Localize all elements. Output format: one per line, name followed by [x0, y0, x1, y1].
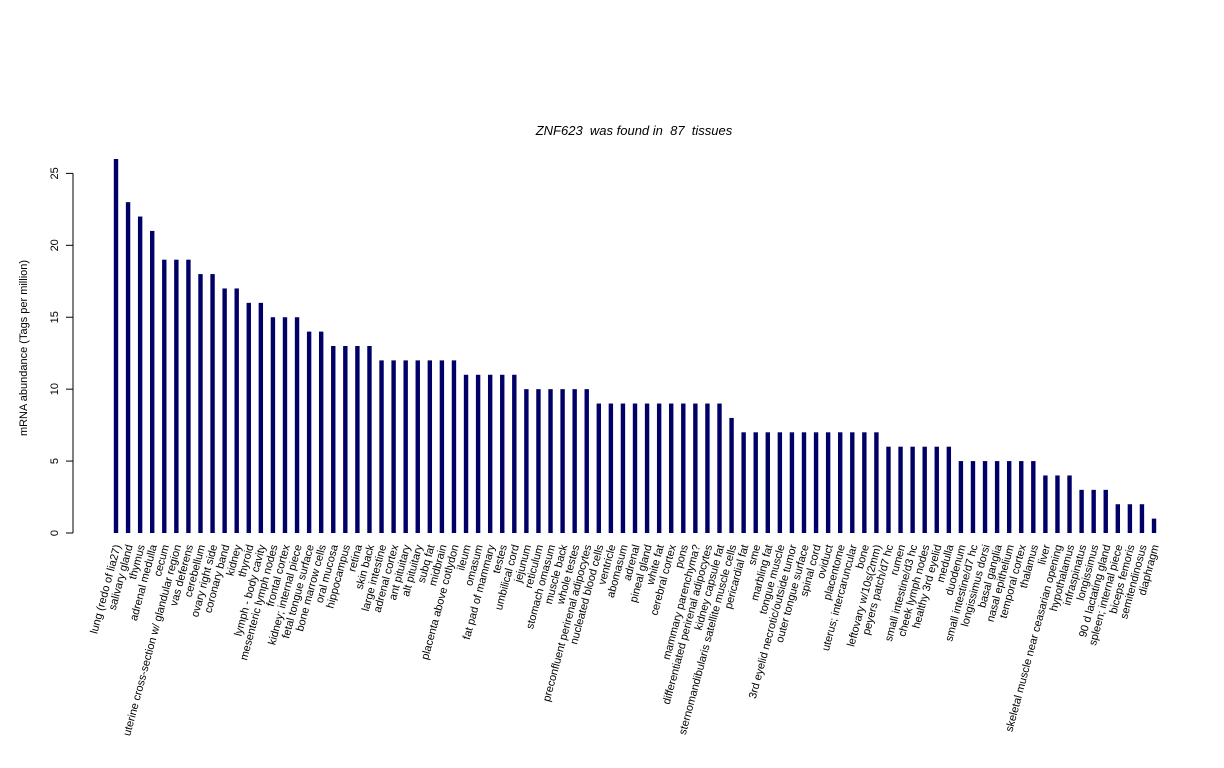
bar [813, 432, 819, 533]
bar [210, 274, 215, 533]
bar [656, 403, 662, 533]
bar [850, 432, 855, 533]
bar [1031, 461, 1036, 533]
bar [536, 389, 541, 533]
bar [125, 202, 131, 533]
bar [729, 417, 734, 533]
bar [1055, 475, 1060, 533]
bar [174, 259, 179, 533]
bar [1079, 489, 1084, 533]
bar [306, 331, 312, 533]
bar [427, 360, 433, 533]
bar [1115, 504, 1121, 533]
bar [331, 346, 336, 533]
bar [560, 389, 565, 533]
bar [113, 159, 119, 533]
bar [1043, 475, 1048, 533]
bar [222, 288, 227, 533]
bar [162, 259, 167, 533]
bar [475, 374, 481, 533]
bar [825, 432, 831, 533]
y-tick-label: 25 [49, 167, 61, 179]
bar [282, 317, 288, 533]
bar [753, 432, 758, 533]
y-tick-label: 20 [49, 239, 61, 251]
bar [862, 432, 867, 533]
bar [439, 360, 445, 533]
bar [910, 446, 915, 533]
bar [1019, 461, 1024, 533]
bar [270, 317, 276, 533]
bar [789, 432, 795, 533]
bar [632, 403, 638, 533]
bar [838, 432, 843, 533]
bar [946, 446, 952, 533]
bar [994, 461, 1000, 533]
bar [294, 317, 300, 533]
bar [415, 360, 420, 533]
bar [1151, 518, 1157, 533]
bar [1091, 489, 1096, 533]
bar [487, 374, 493, 533]
bar [1127, 504, 1133, 533]
bar [1139, 504, 1145, 533]
bar [693, 403, 698, 533]
y-tick-label: 0 [49, 530, 61, 536]
bar [584, 389, 589, 533]
bar [1006, 461, 1012, 533]
bar [934, 446, 939, 533]
bar [777, 432, 783, 533]
bar [524, 389, 529, 533]
bar [343, 346, 348, 533]
bar [922, 446, 927, 533]
bar [234, 288, 239, 533]
bar [874, 432, 879, 533]
y-tick-label: 5 [49, 458, 61, 464]
bar [318, 331, 324, 533]
bar [705, 403, 710, 533]
bar [886, 446, 891, 533]
chart-title: ZNF623 was found in 87 tissues [535, 123, 733, 138]
bar [765, 432, 770, 533]
bar [801, 432, 807, 533]
bar [137, 216, 143, 534]
bar [403, 360, 408, 533]
bar [681, 403, 686, 533]
bar [958, 461, 964, 533]
bar [898, 446, 903, 533]
bar [379, 360, 384, 533]
bar [608, 403, 614, 533]
bar [620, 403, 626, 533]
bar [512, 374, 517, 533]
y-tick-label: 10 [49, 383, 61, 395]
bar [596, 403, 601, 533]
bar [186, 259, 191, 533]
bar [982, 461, 988, 533]
bar [355, 346, 360, 533]
bar [500, 374, 505, 533]
bar [644, 403, 650, 533]
bar [548, 389, 553, 533]
bar [198, 274, 203, 533]
y-axis-label: mRNA abundance (Tags per million) [18, 260, 30, 436]
bar [741, 432, 746, 533]
bar [669, 403, 674, 533]
bar [391, 360, 396, 533]
bar [367, 346, 372, 533]
bar [717, 403, 722, 533]
bar [246, 302, 251, 533]
bar [1067, 475, 1072, 533]
bar [258, 302, 264, 533]
x-tick-label: sme [746, 543, 763, 566]
bar [463, 374, 469, 533]
bar [1103, 489, 1108, 533]
bar [970, 461, 976, 533]
bar [150, 230, 155, 533]
bar [572, 389, 577, 533]
x-tick-label: liver [1036, 543, 1053, 566]
bar [451, 360, 457, 533]
y-tick-label: 15 [49, 311, 61, 323]
